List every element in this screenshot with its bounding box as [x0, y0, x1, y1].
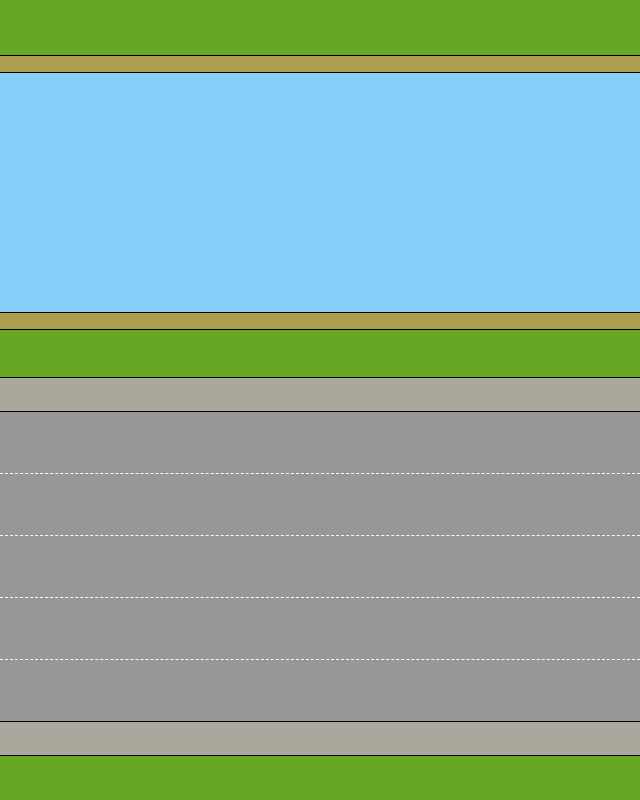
lane-divider-2	[0, 535, 640, 536]
lane-divider-3	[0, 597, 640, 598]
river-water	[0, 73, 640, 313]
lane-divider-1	[0, 473, 640, 474]
road	[0, 412, 640, 722]
riverbank-bottom	[0, 313, 640, 330]
grass-strip-bottom	[0, 756, 640, 800]
sidewalk-top	[0, 378, 640, 412]
grass-strip-middle	[0, 330, 640, 378]
riverbank-top	[0, 56, 640, 73]
sidewalk-bottom	[0, 722, 640, 756]
lane-divider-4	[0, 659, 640, 660]
grass-strip-top	[0, 0, 640, 56]
